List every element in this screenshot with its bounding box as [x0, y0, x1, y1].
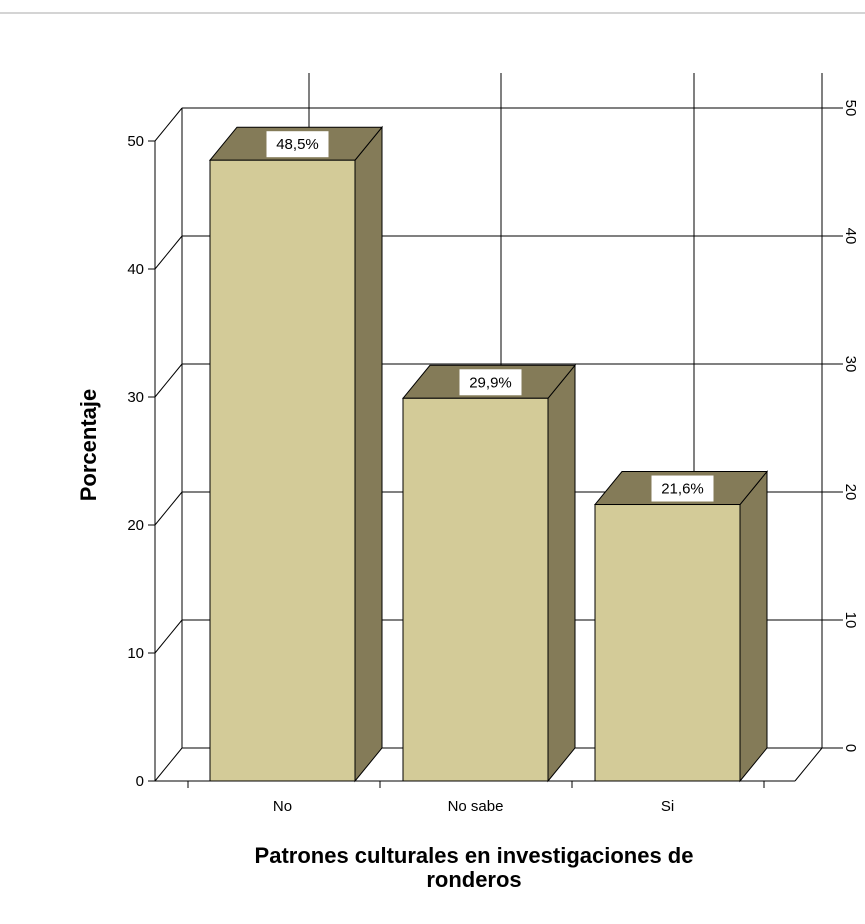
y-tick-label-right-4: 40	[842, 228, 859, 245]
grid-diag-1	[154, 619, 183, 654]
y-tick-label-left-0: 0	[136, 773, 144, 790]
data-label-text-2: 21,6%	[661, 481, 704, 498]
data-label-0: 48,5%	[266, 131, 329, 158]
bar-side-0	[354, 125, 383, 783]
y-tick-label-left-4: 40	[127, 261, 144, 278]
x-axis-title-line-2: ronderos	[426, 867, 521, 892]
data-label-2: 21,6%	[651, 475, 714, 502]
x-axis-title-line-1: Patrones culturales en investigaciones d…	[255, 843, 694, 868]
axis-layer: 0 0 10 10 20 20 30 30 40 40 50 50	[127, 100, 859, 790]
x-tick-label-2: Si	[661, 798, 674, 815]
x-axis-floor-edge	[794, 747, 823, 782]
bar-side-2	[739, 470, 768, 783]
y-tick-label-right-1: 10	[842, 612, 859, 629]
data-label-text-1: 29,9%	[469, 374, 512, 391]
bar-1	[401, 363, 577, 783]
y-tick-label-left-1: 10	[127, 645, 144, 662]
bar-layer	[208, 125, 769, 783]
grid-diag-4	[154, 235, 183, 270]
x-tick-label-0: No	[273, 798, 292, 815]
data-label-box-1	[459, 369, 522, 396]
bar-front-0	[209, 159, 356, 782]
y-tick-label-right-2: 20	[842, 484, 859, 501]
y-axis-title: Porcentaje	[76, 389, 101, 502]
data-label-box-2	[651, 475, 714, 502]
bar-2	[593, 470, 769, 783]
data-label-1: 29,9%	[459, 369, 522, 396]
top-strip	[0, 0, 865, 14]
bar-front-1	[402, 397, 549, 782]
grid-diag-0	[154, 747, 183, 782]
label-layer: 48,5% No 29,9% No sabe 21,6% Si	[266, 131, 714, 815]
y-tick-label-right-3: 30	[842, 356, 859, 373]
grid-diag-2	[154, 491, 183, 526]
grid-diag-3	[154, 363, 183, 398]
y-tick-label-right-5: 50	[842, 100, 859, 117]
bar-side-1	[547, 363, 576, 783]
y-tick-label-right-0: 0	[842, 744, 859, 752]
grid-diag-5	[154, 107, 183, 142]
bar-front-2	[594, 504, 741, 782]
y-tick-label-left-3: 30	[127, 389, 144, 406]
data-label-text-0: 48,5%	[276, 136, 319, 153]
bar-0	[208, 125, 384, 783]
y-tick-label-left-2: 20	[127, 517, 144, 534]
x-tick-label-1: No sabe	[448, 798, 504, 815]
y-tick-label-left-5: 50	[127, 133, 144, 150]
data-label-box-0	[266, 131, 329, 158]
